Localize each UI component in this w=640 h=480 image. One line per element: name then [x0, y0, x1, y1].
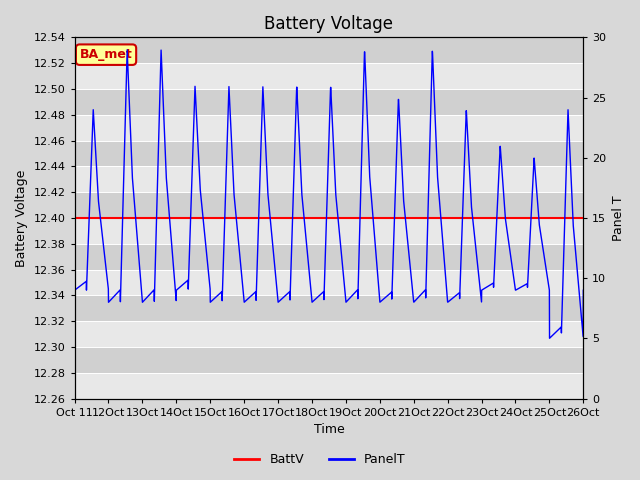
Bar [75, 270, 583, 295]
Bar [75, 63, 583, 89]
Text: BA_met: BA_met [79, 48, 132, 61]
Bar [75, 192, 583, 218]
Bar [75, 115, 583, 141]
Bar [75, 89, 583, 115]
Y-axis label: Panel T: Panel T [612, 195, 625, 241]
Bar [75, 347, 583, 373]
Title: Battery Voltage: Battery Voltage [264, 15, 394, 33]
X-axis label: Time: Time [314, 423, 344, 436]
Bar [75, 295, 583, 321]
Bar [75, 373, 583, 398]
Bar [75, 37, 583, 63]
Bar [75, 141, 583, 167]
Bar [75, 218, 583, 244]
Bar [75, 244, 583, 270]
Bar [75, 321, 583, 347]
Y-axis label: Battery Voltage: Battery Voltage [15, 169, 28, 267]
Legend: BattV, PanelT: BattV, PanelT [229, 448, 411, 471]
Bar [75, 167, 583, 192]
